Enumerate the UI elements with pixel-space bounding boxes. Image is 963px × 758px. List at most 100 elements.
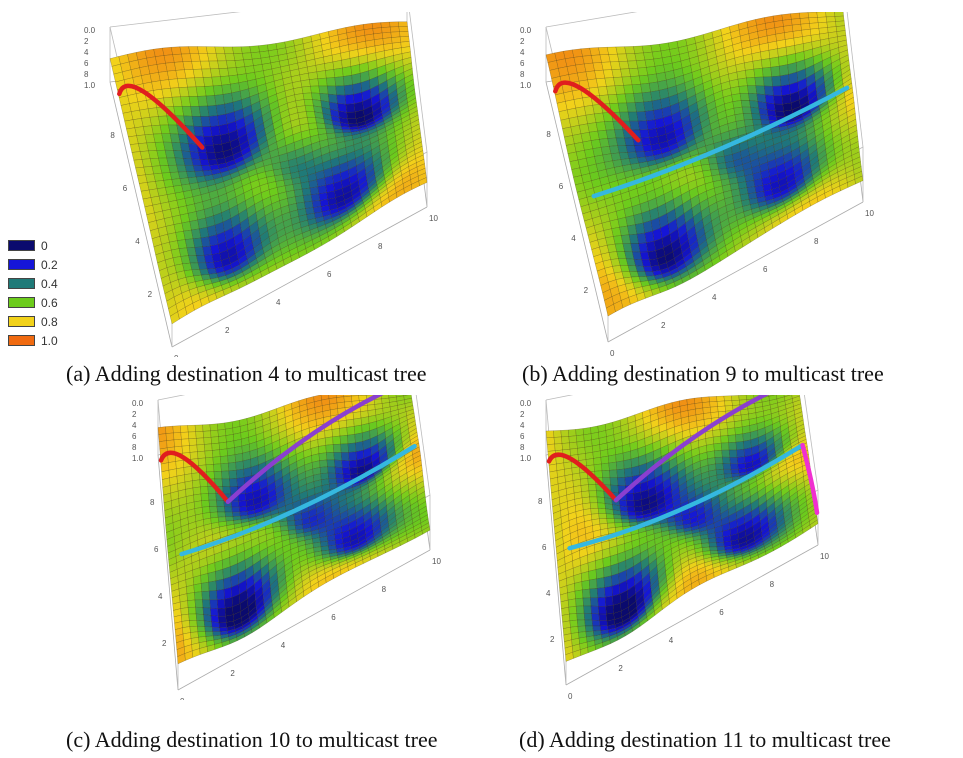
surface-cell [421,526,431,535]
surface-cell [155,55,166,65]
surface-cell [210,125,221,137]
surface-cell [346,426,356,436]
tree-path [179,443,417,557]
surface-cell [192,479,201,489]
surface-cell [179,46,191,55]
surface-cell [633,492,642,502]
legend-item: 0 [8,236,58,255]
surface-cell [624,467,633,478]
surface-cell [193,583,202,593]
surface-cell [333,67,344,78]
surface-cell [716,541,725,547]
surface-cell [599,620,608,627]
surface-cell [216,599,226,609]
surface-cell [208,499,218,507]
surface-cell [644,110,656,121]
surface-cell [593,457,602,466]
surface-cell [325,128,336,134]
surface-cell [545,430,555,438]
box-edge [565,544,819,686]
y-tick-label: 6 [154,545,159,554]
surface-cell [625,53,637,62]
surface-cell [808,17,819,24]
surface-cell [591,613,600,621]
surface-cell [208,590,218,601]
surface-cell [816,12,827,18]
surface-cell [712,429,721,438]
surface-cell [398,26,409,32]
tree-path [613,395,770,503]
tree-path [546,452,619,503]
caption-c: (c) Adding destination 10 to multicast t… [66,727,438,752]
box-edge [157,454,179,691]
z-tick-label: 0.0 [84,26,96,35]
surface-cell [603,565,612,578]
z-tick-label: 2 [132,410,137,419]
surface-cell [743,113,753,121]
box-edge [415,395,431,496]
surface-cell [172,53,184,63]
surface-cell [597,597,606,607]
surface-cell [598,613,608,621]
surface-cell [180,431,190,440]
surface-cell [232,511,241,517]
surface-cell [771,75,782,87]
z-tick-label: 4 [520,48,525,57]
surface-cell [597,502,606,509]
surface-cell [554,443,563,451]
surface-cell [211,135,222,146]
legend-item: 0.6 [8,293,58,312]
surface-cell [643,100,654,112]
surface-mesh [545,12,864,317]
surface-cell [327,466,336,474]
surface-cell [316,122,326,129]
surface-cell [620,68,631,78]
surface-cell [736,70,747,80]
surface-cell [227,454,236,464]
surface-cell [318,85,329,95]
surface-cell [204,85,215,97]
surface-cell [641,91,653,103]
x-tick-label: 2 [618,664,623,673]
surface-cell [317,77,328,87]
surface-cell [170,87,181,98]
surface-cell [567,590,576,601]
tree-path [553,80,641,143]
surface-cell [220,455,229,464]
surface-cell [210,607,219,617]
surface-cell [713,442,722,451]
surface-cell [158,433,167,442]
surface-cell [729,457,738,465]
surface-cell [606,85,617,96]
surface-cell [745,68,756,79]
surface-cell [751,113,761,120]
surface-cell [736,456,746,465]
surface-cell [576,434,585,443]
surface-cell [610,61,621,70]
surface-cell [641,44,653,54]
surface-cell [158,440,168,450]
surface-cell [203,620,213,628]
surface-cell [592,450,602,459]
surface-cell [561,442,571,451]
surface-cell [318,445,327,454]
surface-cell [223,587,233,600]
surface-cell [580,478,589,486]
surface-cell [222,486,231,495]
y-tick-label: 2 [162,639,167,648]
surface-cell [640,83,651,94]
surface-cell [580,571,590,582]
surface-cell [730,463,739,470]
x-tick-label: 2 [230,669,235,678]
legend-swatch [8,278,35,289]
surface-cell [217,511,226,518]
box-edge [545,81,609,343]
y-tick-label: 2 [148,290,153,299]
surface-cell [598,606,607,615]
surface-cell [636,111,647,122]
surface-cell [200,60,211,70]
surface-cell [710,406,719,413]
surface-cell [189,626,199,633]
